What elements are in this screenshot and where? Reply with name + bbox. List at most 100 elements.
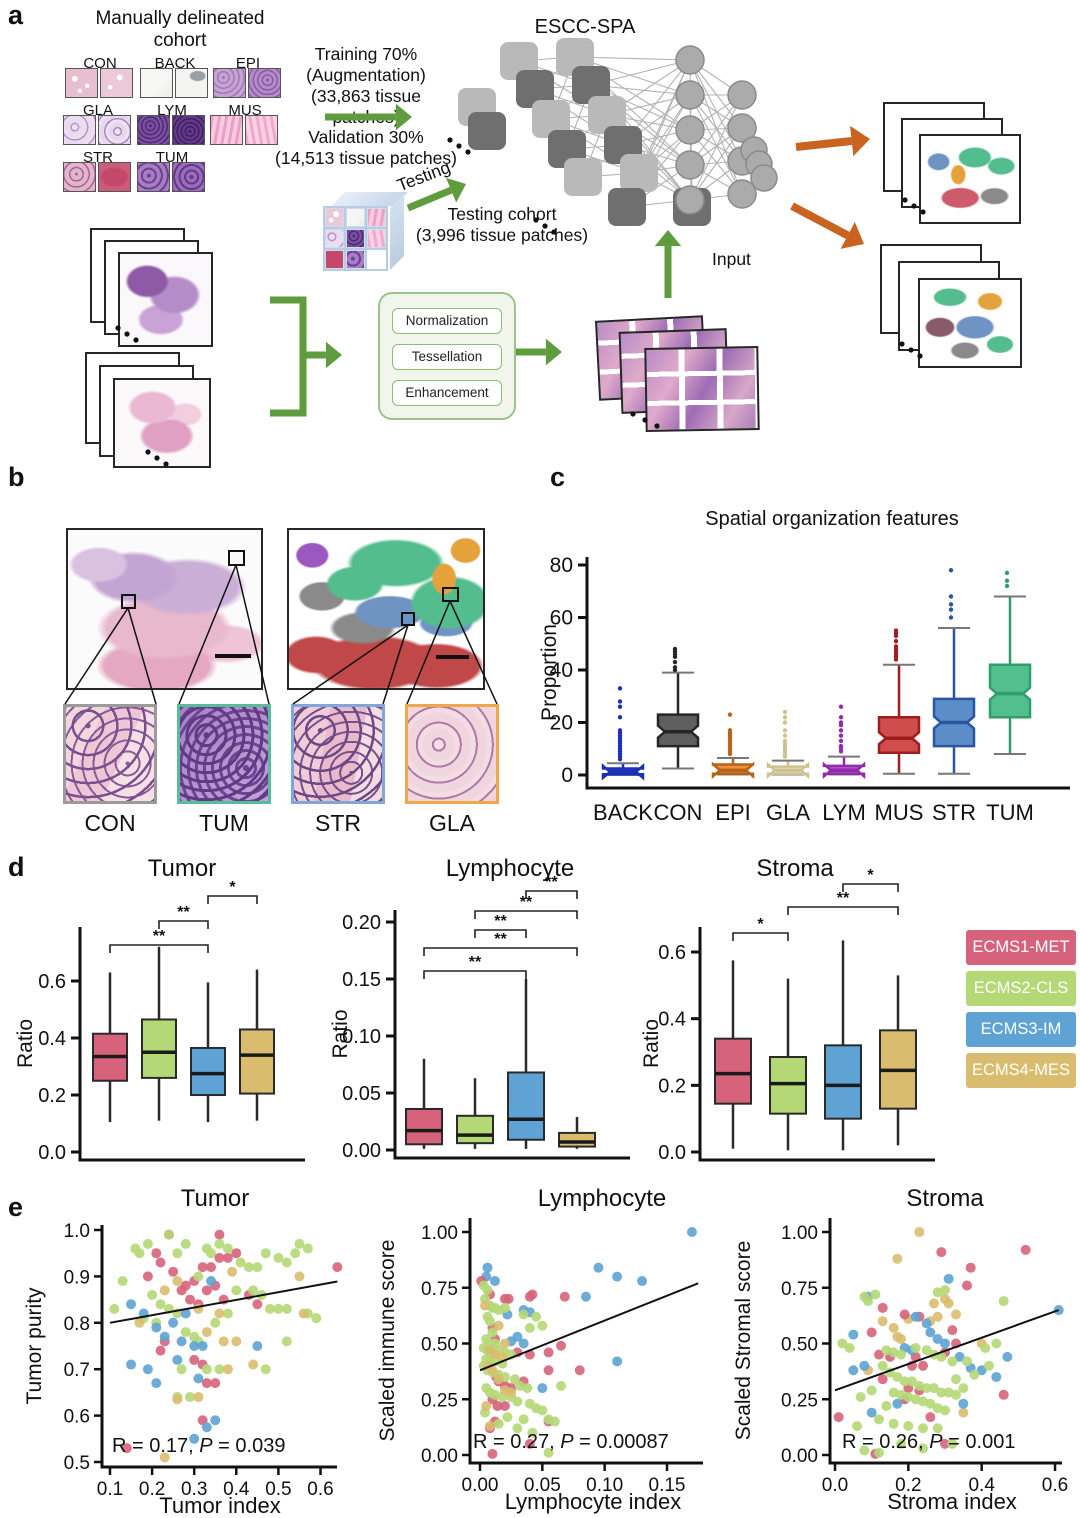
svg-text:Tumor purity: Tumor purity: [23, 1287, 46, 1405]
svg-text:40: 40: [550, 659, 573, 682]
chart-spatial-features: Spatial organization features Proportion 0…: [538, 508, 1070, 825]
svg-text:1.00: 1.00: [781, 1223, 818, 1244]
svg-text:0.9: 0.9: [64, 1267, 90, 1288]
box-ECMS2-CLS: [769, 978, 807, 1151]
box-ECMS4-MES: [558, 1116, 596, 1149]
box-EPI: [711, 712, 755, 779]
tissue-patch-thumbnail: [98, 115, 131, 145]
svg-text:0.75: 0.75: [781, 1279, 818, 1300]
training-line: (Augmentation): [306, 65, 426, 85]
svg-text:0.75: 0.75: [421, 1279, 458, 1300]
crop-CON: [63, 704, 157, 804]
svg-text:Lymphocyte: Lymphocyte: [446, 855, 575, 882]
cube-side-face: [390, 194, 404, 270]
tissue-patch-thumbnail: [98, 162, 131, 192]
box-ECMS2-CLS: [141, 946, 177, 1121]
segmentation-map-image: [287, 528, 485, 690]
svg-text:0.2: 0.2: [38, 1085, 66, 1107]
tissue-class-STR: STR: [63, 149, 133, 193]
box-ECMS4-MES: [879, 975, 917, 1146]
svg-text:**: **: [494, 913, 507, 930]
svg-text:1.0: 1.0: [64, 1221, 90, 1242]
svg-text:**: **: [177, 904, 190, 921]
svg-text:0.5: 0.5: [64, 1453, 90, 1474]
box-ECMS2-CLS: [456, 1078, 494, 1149]
testing-cohort-line: (3,996 tissue patches): [415, 225, 589, 245]
validation-text: Validation 30% (14,513 tissue patches): [274, 127, 458, 169]
patch-stack-frame: [644, 346, 760, 432]
svg-text:0.15: 0.15: [649, 1475, 686, 1496]
svg-text:0.20: 0.20: [342, 912, 381, 934]
crop-STR: [291, 704, 385, 804]
process-step: Normalization: [392, 308, 502, 334]
box-CON: [656, 646, 700, 770]
svg-text:20: 20: [550, 712, 573, 735]
chart-scatter-lymphocyte: Lymphocyte Scaled immune score Lymphocyte …: [376, 1185, 703, 1514]
scatter-points: [476, 1227, 697, 1459]
testing-cohort-line: Testing cohort: [447, 204, 557, 224]
svg-text:Ratio: Ratio: [640, 1019, 663, 1068]
svg-text:Lymphocyte index: Lymphocyte index: [505, 1489, 682, 1514]
output-map-image: [918, 278, 1022, 368]
process-step: Tessellation: [392, 344, 502, 370]
wsi-slide-image: [113, 378, 211, 468]
svg-text:Stroma index: Stroma index: [887, 1489, 1017, 1514]
svg-text:0.10: 0.10: [586, 1475, 623, 1496]
tissue-patch-thumbnail: [172, 115, 205, 145]
svg-text:0.2: 0.2: [895, 1475, 921, 1496]
validation-line: Validation 30%: [308, 127, 424, 147]
tissue-class-LYM: LYM: [137, 102, 207, 146]
svg-text:0.25: 0.25: [421, 1390, 458, 1411]
tissue-class-label: STR: [83, 149, 113, 166]
svg-text:0.8: 0.8: [64, 1314, 90, 1335]
tissue-class-GLA: GLA: [63, 102, 133, 146]
svg-text:0.6: 0.6: [38, 971, 66, 993]
validation-line: (14,513 tissue patches): [275, 148, 457, 168]
tissue-patch-thumbnail: [172, 162, 205, 192]
tissue-patch-thumbnail: [63, 162, 96, 192]
box-TUM: [988, 570, 1032, 755]
correlation-annotation: R = 0.17, P = 0.039: [112, 1435, 285, 1457]
svg-text:**: **: [494, 931, 507, 948]
trend-line: [109, 1280, 338, 1324]
svg-text:0.4: 0.4: [223, 1479, 250, 1500]
legend-item-ECMS3-IM: ECMS3-IM: [966, 1012, 1076, 1047]
svg-text:0.0: 0.0: [38, 1142, 66, 1164]
crop-label: STR: [315, 810, 361, 836]
tissue-class-label: TUM: [155, 149, 189, 166]
tissue-class-label: EPI: [235, 55, 261, 72]
tissue-class-CON: CON: [65, 55, 135, 99]
legend-item-ECMS4-MES: ECMS4-MES: [966, 1053, 1076, 1088]
testing-cohort-cube: [323, 192, 415, 272]
svg-text:0.6: 0.6: [1042, 1475, 1068, 1496]
svg-text:TUM: TUM: [986, 800, 1034, 825]
box-STR: [932, 568, 976, 775]
svg-text:Tumor: Tumor: [181, 1185, 249, 1212]
legend-item-ECMS1-MET: ECMS1-MET: [966, 930, 1076, 965]
training-line: Training 70%: [314, 44, 418, 64]
box-LYM: [822, 704, 866, 779]
svg-text:**: **: [545, 874, 558, 891]
svg-text:MUS: MUS: [875, 800, 924, 825]
svg-text:0.6: 0.6: [658, 942, 686, 964]
process-steps: Normalization Tessellation Enhancement: [380, 294, 514, 406]
tissue-class-label: GLA: [82, 102, 113, 119]
svg-text:0.00: 0.00: [462, 1475, 499, 1496]
svg-text:0.7: 0.7: [64, 1360, 90, 1381]
svg-text:80: 80: [550, 554, 573, 577]
output-map-image: [919, 134, 1021, 224]
svg-text:EPI: EPI: [715, 800, 750, 825]
model-title: ESCC-SPA: [534, 16, 636, 38]
svg-text:0.05: 0.05: [342, 1083, 381, 1105]
svg-text:0.15: 0.15: [342, 969, 381, 991]
svg-text:0.05: 0.05: [524, 1475, 561, 1496]
tissue-class-label: MUS: [228, 102, 262, 119]
svg-text:60: 60: [550, 607, 573, 630]
svg-text:BACK: BACK: [593, 800, 653, 825]
svg-text:*: *: [229, 879, 236, 896]
svg-text:STR: STR: [932, 800, 976, 825]
svg-text:Lymphocyte: Lymphocyte: [538, 1185, 667, 1212]
